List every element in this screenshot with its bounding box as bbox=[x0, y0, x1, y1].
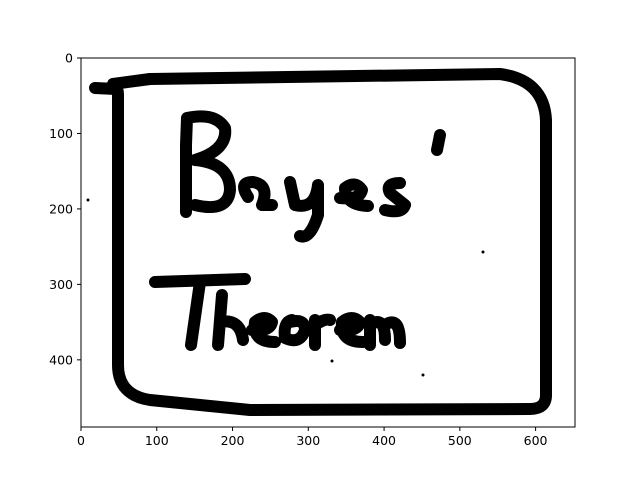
ink-text-line-2 bbox=[149, 273, 406, 351]
x-tick-label: 600 bbox=[524, 433, 548, 448]
ink-speck bbox=[330, 359, 334, 363]
ink-speck bbox=[86, 198, 90, 202]
handwritten-image bbox=[86, 68, 552, 416]
x-tick-label: 0 bbox=[77, 433, 85, 448]
axes-border bbox=[80, 57, 576, 428]
x-tick-label: 300 bbox=[296, 433, 320, 448]
x-tick-label: 400 bbox=[372, 433, 396, 448]
y-axis-ticks: 0 100 200 300 400 bbox=[49, 51, 81, 367]
ink-speck bbox=[481, 250, 485, 254]
ink-text-line-1 bbox=[180, 110, 446, 243]
ink-speck bbox=[421, 373, 425, 377]
y-tick-label: 0 bbox=[65, 51, 73, 66]
x-tick-label: 100 bbox=[145, 433, 169, 448]
ink-frame bbox=[89, 68, 552, 416]
y-tick-label: 100 bbox=[49, 126, 73, 141]
x-tick-label: 200 bbox=[221, 433, 245, 448]
y-tick-label: 400 bbox=[49, 352, 73, 367]
ink-speck bbox=[547, 114, 551, 118]
axes-frame bbox=[81, 58, 575, 427]
y-tick-label: 200 bbox=[49, 201, 73, 216]
x-axis-ticks: 0 100 200 300 400 500 600 bbox=[77, 427, 548, 448]
plot-area bbox=[81, 58, 575, 427]
y-tick-label: 300 bbox=[49, 277, 73, 292]
x-tick-label: 500 bbox=[448, 433, 472, 448]
